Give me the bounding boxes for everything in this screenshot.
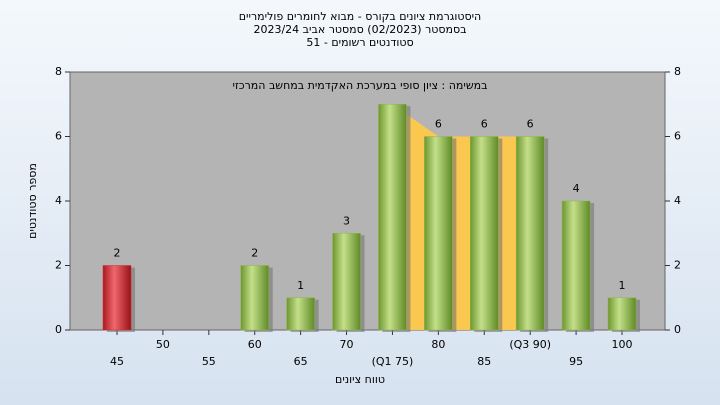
value-label: 6 xyxy=(527,118,534,131)
annotation: במשימה : ציון סופי במערכת האקדמית במחשב … xyxy=(233,79,488,92)
chart-title: סטודנטים רשומים - 51 xyxy=(306,36,413,49)
bar xyxy=(286,297,315,331)
x-tick-label: (Q3 90) xyxy=(509,338,551,351)
y2-tick-label: 8 xyxy=(674,65,681,78)
value-label: 2 xyxy=(114,247,121,260)
y2-tick-label: 6 xyxy=(674,130,681,143)
value-label: 6 xyxy=(435,118,442,131)
x-tick-label: 60 xyxy=(248,338,262,351)
y-tick-label: 0 xyxy=(55,323,62,336)
x-tick-label: 70 xyxy=(340,338,354,351)
x-tick-label: 50 xyxy=(156,338,170,351)
value-label: 6 xyxy=(481,118,488,131)
bar xyxy=(378,104,407,331)
bar xyxy=(332,233,361,331)
x-tick-label: 95 xyxy=(569,355,583,368)
value-label: 2 xyxy=(251,247,258,260)
bar xyxy=(607,297,637,331)
bar xyxy=(102,265,132,331)
value-label: 3 xyxy=(343,214,350,227)
x-tick-label: 65 xyxy=(294,355,308,368)
bar xyxy=(470,136,499,331)
x-tick-label: 45 xyxy=(110,355,124,368)
chart-title: היסטוגרמת ציונים בקורס - מבוא לחומרים פו… xyxy=(239,10,482,23)
value-label: 4 xyxy=(573,182,580,195)
x-tick-label: 55 xyxy=(202,355,216,368)
y-tick-label: 4 xyxy=(55,194,62,207)
value-label: 1 xyxy=(619,279,626,292)
y2-tick-label: 0 xyxy=(674,323,681,336)
quartile-area xyxy=(392,104,531,330)
y-tick-label: 6 xyxy=(55,130,62,143)
bar xyxy=(515,136,545,331)
y2-tick-label: 2 xyxy=(674,259,681,272)
bar xyxy=(240,265,269,331)
chart-title: בסמסטר (02/2023) סמסטר אביב 2023/24 xyxy=(253,23,466,36)
y-axis-label: מספר סטודנטים xyxy=(26,163,39,239)
bar xyxy=(561,200,591,331)
x-tick-label: 80 xyxy=(431,338,445,351)
x-axis-label: טווח ציונים xyxy=(335,373,385,386)
x-tick-label: 85 xyxy=(477,355,491,368)
bar xyxy=(424,136,453,331)
value-label: 1 xyxy=(297,279,304,292)
x-tick-label: 100 xyxy=(612,338,633,351)
y-tick-label: 2 xyxy=(55,259,62,272)
y-tick-label: 8 xyxy=(55,65,62,78)
y2-tick-label: 4 xyxy=(674,194,681,207)
x-tick-label: (Q1 75) xyxy=(372,355,414,368)
